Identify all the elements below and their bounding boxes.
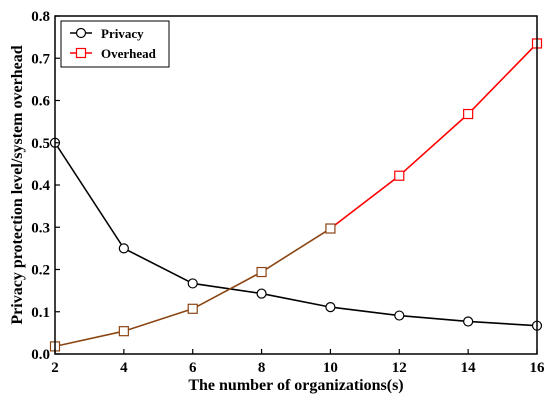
x-tick-label: 2 [51, 360, 59, 376]
legend-overhead-marker [75, 47, 87, 59]
x-tick-label: 12 [392, 360, 407, 376]
series-privacy-point [118, 243, 129, 254]
y-tick-label: 0.1 [31, 305, 50, 321]
y-tick-label: 0.6 [31, 94, 50, 110]
series-overhead-point [463, 108, 474, 120]
series-privacy-point [325, 302, 336, 313]
series-overhead-segment [123, 308, 193, 332]
series-overhead-segment [329, 175, 400, 230]
legend-privacy-marker [75, 27, 87, 39]
series-privacy-segment [330, 306, 400, 317]
legend-privacy-label: Privacy [101, 26, 144, 41]
legend: Privacy Overhead [60, 20, 170, 68]
series-privacy-segment [399, 314, 469, 323]
series-overhead-segment [467, 42, 538, 115]
y-tick-label: 0.5 [31, 136, 50, 152]
series-privacy-point [394, 310, 405, 321]
y-axis-title: Privacy protection level/system overhead [9, 45, 26, 324]
series-privacy-segment [192, 282, 262, 295]
series-privacy-point [463, 316, 474, 327]
x-tick-label: 16 [530, 360, 546, 376]
y-tick-label: 0.8 [31, 9, 50, 25]
x-tick-label: 6 [189, 360, 197, 376]
series-overhead-point [256, 266, 267, 278]
series-privacy-segment [54, 142, 125, 249]
x-axis: 2 4 6 8 10 12 14 16 [51, 349, 545, 376]
legend-overhead-label: Overhead [101, 46, 157, 61]
series-overhead-segment [54, 330, 125, 348]
series-overhead-point [394, 170, 405, 181]
x-tick-label: 10 [323, 360, 338, 376]
y-tick-label: 0.4 [31, 178, 50, 194]
series-overhead-point [187, 303, 198, 314]
x-tick-label: 8 [258, 360, 266, 376]
y-tick-label: 0.3 [31, 220, 50, 236]
series-overhead-segment [398, 113, 469, 177]
y-tick-label: 0.2 [31, 263, 50, 279]
series-overhead-point [118, 326, 129, 337]
y-tick-label: 0.7 [31, 51, 50, 67]
series-privacy-segment [468, 320, 538, 327]
series-privacy-point [256, 288, 267, 299]
y-axis: 0.0 0.1 0.2 0.3 0.4 0.5 0.6 0.7 0.8 [31, 9, 60, 363]
series-overhead-point [325, 223, 336, 234]
x-tick-label: 14 [461, 360, 477, 376]
y-tick-label: 0.0 [31, 347, 50, 363]
series-privacy-segment [123, 247, 194, 285]
series-overhead-segment [261, 227, 331, 273]
x-axis-title: The number of organizations(s) [188, 377, 403, 394]
series-overhead-segment [192, 271, 262, 310]
x-tick-label: 4 [120, 360, 128, 376]
series-privacy-segment [261, 292, 331, 308]
series-privacy-point [187, 278, 198, 289]
